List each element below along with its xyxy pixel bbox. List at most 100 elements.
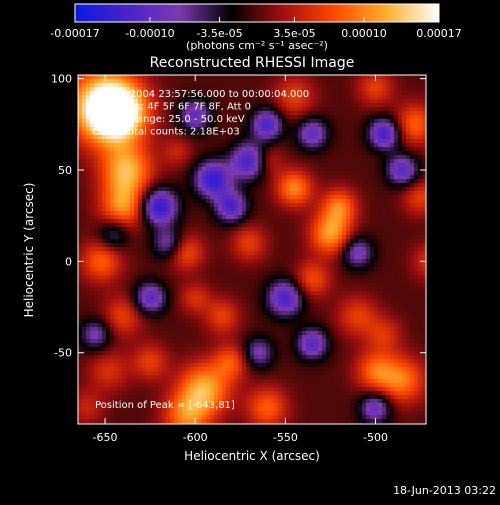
heatmap-cell: [330, 263, 335, 268]
heatmap-cell: [82, 207, 87, 212]
heatmap-cell: [414, 239, 419, 244]
heatmap-cell: [102, 199, 107, 204]
heatmap-cell: [366, 175, 371, 180]
heatmap-cell: [182, 219, 187, 224]
heatmap-cell: [206, 207, 211, 212]
heatmap-cell: [362, 167, 367, 172]
heatmap-cell: [214, 187, 219, 192]
heatmap-cell: [118, 191, 123, 196]
heatmap-cell: [250, 131, 255, 136]
heatmap-cell: [294, 239, 299, 244]
heatmap-cell: [202, 219, 207, 224]
heatmap-cell: [254, 291, 259, 296]
heatmap-cell: [382, 187, 387, 192]
heatmap-cell: [182, 255, 187, 260]
heatmap-cell: [210, 267, 215, 272]
heatmap-cell: [210, 243, 215, 248]
heatmap-cell: [94, 175, 99, 180]
heatmap-cell: [174, 167, 179, 172]
heatmap-cell: [222, 143, 227, 148]
heatmap-cell: [278, 259, 283, 264]
heatmap-cell: [298, 147, 303, 152]
heatmap-cell: [398, 255, 403, 260]
heatmap-cell: [106, 139, 111, 144]
heatmap-cell: [402, 159, 407, 164]
heatmap-cell: [382, 167, 387, 172]
heatmap-cell: [306, 155, 311, 160]
heatmap-cell: [242, 187, 247, 192]
heatmap-cell: [338, 107, 343, 112]
heatmap-cell: [314, 283, 319, 288]
heatmap-cell: [258, 223, 263, 228]
heatmap-cell: [110, 195, 115, 200]
heatmap-cell: [262, 207, 267, 212]
heatmap-cell: [102, 155, 107, 160]
heatmap-cell: [118, 171, 123, 176]
heatmap-cell: [218, 275, 223, 280]
heatmap-cell: [302, 195, 307, 200]
heatmap-cell: [358, 227, 363, 232]
heatmap-cell: [210, 271, 215, 276]
heatmap-cell: [346, 111, 351, 116]
heatmap-cell: [322, 271, 327, 276]
heatmap-cell: [246, 239, 251, 244]
heatmap-cell: [378, 259, 383, 264]
heatmap-cell: [306, 195, 311, 200]
heatmap-cell: [362, 251, 367, 256]
heatmap-cell: [294, 143, 299, 148]
heatmap-cell: [350, 163, 355, 168]
heatmap-cell: [230, 271, 235, 276]
heatmap-cell: [342, 275, 347, 280]
heatmap-cell: [134, 275, 139, 280]
heatmap-cell: [158, 163, 163, 168]
heatmap-cell: [94, 187, 99, 192]
heatmap-cell: [350, 99, 355, 104]
heatmap-cell: [182, 183, 187, 188]
heatmap-cell: [122, 259, 127, 264]
heatmap-cell: [326, 251, 331, 256]
heatmap-cell: [306, 75, 311, 80]
heatmap-cell: [378, 167, 383, 172]
heatmap-cell: [306, 147, 311, 152]
heatmap-cell: [250, 175, 255, 180]
heatmap-cell: [214, 247, 219, 252]
heatmap-cell: [290, 183, 295, 188]
heatmap-cell: [370, 271, 375, 276]
heatmap-cell: [278, 163, 283, 168]
heatmap-cell: [214, 255, 219, 260]
heatmap-cell: [190, 243, 195, 248]
heatmap-cell: [230, 239, 235, 244]
heatmap-cell: [262, 243, 267, 248]
heatmap-cell: [86, 247, 91, 252]
heatmap-cell: [350, 139, 355, 144]
heatmap-cell: [154, 179, 159, 184]
heatmap-cell: [206, 291, 211, 296]
heatmap-cell: [98, 207, 103, 212]
heatmap-cell: [290, 127, 295, 132]
heatmap-cell: [158, 167, 163, 172]
heatmap-cell: [302, 283, 307, 288]
heatmap-cell: [170, 79, 175, 84]
heatmap-cell: [334, 183, 339, 188]
heatmap-cell: [342, 199, 347, 204]
heatmap-cell: [402, 219, 407, 224]
heatmap-cell: [266, 235, 271, 240]
heatmap-cell: [362, 279, 367, 284]
heatmap-cell: [326, 199, 331, 204]
heatmap-cell: [78, 291, 83, 296]
heatmap-cell: [86, 87, 91, 92]
heatmap-cell: [190, 275, 195, 280]
heatmap-cell: [294, 159, 299, 164]
heatmap-cell: [418, 83, 423, 88]
heatmap-cell: [238, 227, 243, 232]
heatmap-cell: [402, 247, 407, 252]
heatmap-cell: [266, 295, 271, 300]
heatmap-cell: [262, 239, 267, 244]
heatmap-cell: [174, 267, 179, 272]
heatmap-cell: [226, 155, 231, 160]
heatmap-cell: [410, 91, 415, 96]
heatmap-cell: [298, 203, 303, 208]
heatmap-cell: [94, 159, 99, 164]
heatmap-cell: [366, 143, 371, 148]
heatmap-cell: [398, 159, 403, 164]
